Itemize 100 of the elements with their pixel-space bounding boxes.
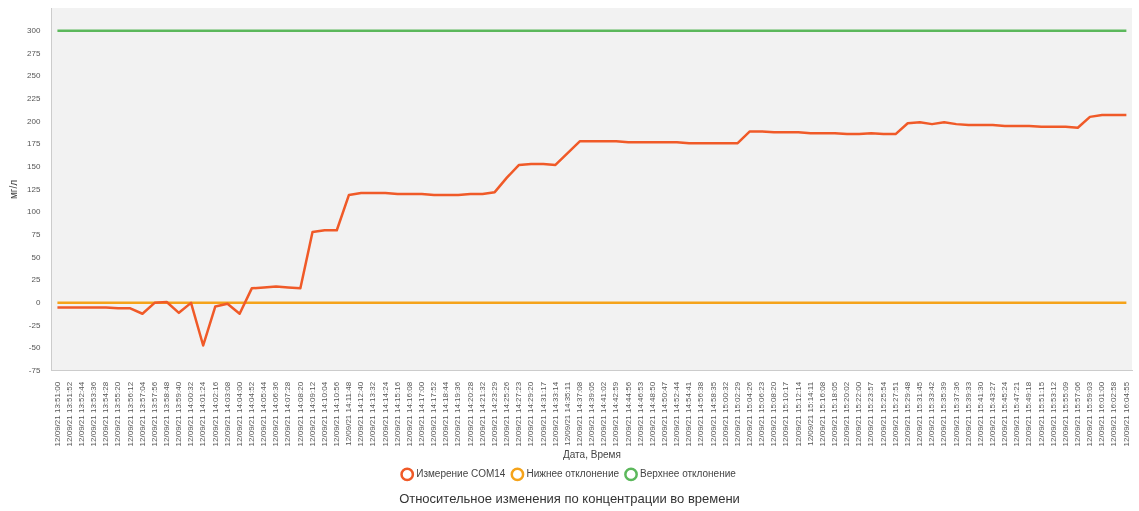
x-tick-label: 12/09/21 14:05:44 bbox=[259, 381, 269, 447]
y-tick-label: 275 bbox=[26, 48, 41, 58]
x-tick-label: 12/09/21 14:12:40 bbox=[356, 381, 366, 447]
legend-label: Верхнее отклонение bbox=[640, 468, 737, 480]
x-tick-label: 12/09/21 15:31:45 bbox=[915, 381, 925, 447]
x-tick-label: 12/09/21 14:52:44 bbox=[672, 381, 682, 447]
x-tick-label: 12/09/21 13:59:40 bbox=[174, 381, 184, 447]
x-tick-label: 12/09/21 14:14:24 bbox=[380, 381, 390, 447]
x-tick-label: 12/09/21 14:04:00 bbox=[234, 381, 244, 447]
x-tick-label: 12/09/21 14:03:08 bbox=[222, 381, 232, 447]
x-tick-label: 12/09/21 16:01:00 bbox=[1097, 381, 1107, 447]
y-tick-label: 225 bbox=[26, 93, 41, 103]
y-tick-label: 100 bbox=[26, 207, 41, 217]
x-tick-label: 12/09/21 13:56:12 bbox=[125, 381, 135, 447]
x-tick-label: 12/09/21 13:51:00 bbox=[52, 381, 62, 447]
y-tick-label: -75 bbox=[28, 366, 41, 376]
x-tick-label: 12/09/21 15:23:57 bbox=[866, 381, 876, 447]
x-tick-label: 12/09/21 15:49:18 bbox=[1024, 381, 1034, 447]
x-tick-label: 12/09/21 13:57:56 bbox=[149, 381, 159, 447]
x-tick-label: 12/09/21 15:43:27 bbox=[987, 381, 997, 447]
x-tick-label: 12/09/21 15:25:54 bbox=[878, 381, 888, 447]
x-tick-label: 12/09/21 15:59:03 bbox=[1085, 381, 1095, 447]
x-tick-label: 12/09/21 14:15:16 bbox=[392, 381, 402, 447]
x-tick-label: 12/09/21 14:41:02 bbox=[599, 381, 609, 447]
x-tick-label: 12/09/21 16:02:58 bbox=[1109, 381, 1119, 447]
x-tick-label: 12/09/21 15:27:51 bbox=[890, 381, 900, 447]
x-tick-label: 12/09/21 14:10:56 bbox=[332, 381, 342, 447]
x-tick-label: 12/09/21 14:11:48 bbox=[344, 381, 354, 446]
x-tick-label: 12/09/21 14:35:11 bbox=[562, 381, 572, 446]
x-tick-label: 12/09/21 15:39:33 bbox=[963, 381, 973, 447]
x-tick-label: 12/09/21 14:37:08 bbox=[574, 381, 584, 447]
y-tick-label: 25 bbox=[31, 275, 41, 285]
x-tick-label: 12/09/21 14:18:44 bbox=[441, 381, 451, 447]
x-tick-label: 12/09/21 14:09:12 bbox=[307, 381, 317, 447]
x-tick-label: 12/09/21 15:18:05 bbox=[830, 381, 840, 447]
x-tick-label: 12/09/21 14:16:08 bbox=[404, 381, 414, 447]
x-tick-label: 12/09/21 15:41:30 bbox=[975, 381, 985, 447]
x-tick-label: 12/09/21 15:45:24 bbox=[1000, 381, 1010, 447]
x-tick-label: 12/09/21 14:48:50 bbox=[647, 381, 657, 447]
x-tick-label: 12/09/21 14:25:26 bbox=[502, 381, 512, 447]
x-tick-label: 12/09/21 15:33:42 bbox=[927, 381, 937, 447]
y-tick-label: 75 bbox=[31, 230, 41, 240]
x-tick-label: 12/09/21 14:50:47 bbox=[659, 381, 669, 447]
x-tick-label: 12/09/21 14:13:32 bbox=[368, 381, 378, 447]
x-tick-label: 12/09/21 13:53:36 bbox=[89, 381, 99, 447]
x-tick-label: 12/09/21 13:51:52 bbox=[64, 381, 74, 447]
y-tick-label: 125 bbox=[26, 184, 41, 194]
x-tick-label: 12/09/21 14:29:20 bbox=[526, 381, 536, 447]
y-tick-label: 175 bbox=[26, 139, 41, 149]
y-tick-label: 50 bbox=[31, 252, 41, 262]
x-tick-label: 12/09/21 14:17:52 bbox=[429, 381, 439, 447]
x-tick-label: 12/09/21 15:22:00 bbox=[854, 381, 864, 447]
x-tick-label: 12/09/21 14:17:00 bbox=[417, 381, 427, 447]
x-tick-label: 12/09/21 15:12:14 bbox=[793, 381, 803, 447]
x-tick-label: 12/09/21 14:58:35 bbox=[708, 381, 718, 447]
x-tick-label: 12/09/21 14:20:28 bbox=[465, 381, 475, 447]
x-tick-label: 12/09/21 15:02:29 bbox=[732, 381, 742, 447]
x-tick-label: 12/09/21 14:21:32 bbox=[477, 381, 487, 447]
x-tick-label: 12/09/21 14:44:56 bbox=[623, 381, 633, 447]
y-tick-label: 250 bbox=[26, 71, 41, 81]
x-tick-label: 12/09/21 15:47:21 bbox=[1012, 381, 1022, 447]
x-tick-label: 12/09/21 15:04:26 bbox=[745, 381, 755, 447]
x-tick-label: 12/09/21 15:37:36 bbox=[951, 381, 961, 447]
y-tick-label: -25 bbox=[28, 320, 41, 330]
x-axis-title: Дата, Время bbox=[563, 449, 621, 461]
x-tick-label: 12/09/21 15:10:17 bbox=[781, 381, 791, 447]
x-tick-label: 12/09/21 13:57:04 bbox=[137, 381, 147, 447]
x-tick-label: 12/09/21 15:35:39 bbox=[939, 381, 949, 447]
x-tick-label: 12/09/21 14:01:24 bbox=[198, 381, 208, 447]
x-tick-label: 12/09/21 14:56:38 bbox=[696, 381, 706, 447]
x-tick-label: 12/09/21 14:46:53 bbox=[635, 381, 645, 447]
legend-label: Нижнее отклонение bbox=[526, 468, 620, 480]
x-tick-label: 12/09/21 13:54:28 bbox=[101, 381, 111, 447]
x-tick-label: 12/09/21 14:19:36 bbox=[453, 381, 463, 447]
y-tick-label: 150 bbox=[26, 161, 41, 171]
x-tick-label: 12/09/21 14:39:05 bbox=[587, 381, 597, 447]
x-tick-label: 12/09/21 15:53:12 bbox=[1048, 381, 1058, 447]
x-tick-label: 12/09/21 13:55:20 bbox=[113, 381, 123, 447]
x-tick-label: 12/09/21 15:16:08 bbox=[817, 381, 827, 447]
y-axis-title: мг/л bbox=[7, 179, 19, 200]
y-tick-label: -50 bbox=[28, 343, 41, 353]
x-tick-label: 12/09/21 15:29:48 bbox=[902, 381, 912, 447]
y-tick-label: 0 bbox=[35, 298, 41, 308]
x-tick-label: 12/09/21 15:20:02 bbox=[842, 381, 852, 447]
x-tick-label: 12/09/21 14:27:23 bbox=[514, 381, 524, 447]
x-tick-label: 12/09/21 15:08:20 bbox=[769, 381, 779, 447]
x-tick-label: 12/09/21 14:42:59 bbox=[611, 381, 621, 447]
x-tick-label: 12/09/21 14:00:32 bbox=[186, 381, 196, 447]
x-tick-label: 12/09/21 14:31:17 bbox=[538, 381, 548, 447]
x-tick-label: 12/09/21 14:07:28 bbox=[283, 381, 293, 447]
x-tick-label: 12/09/21 16:04:55 bbox=[1121, 381, 1131, 447]
x-tick-label: 12/09/21 15:14:11 bbox=[805, 381, 815, 446]
legend-label: Измерение COM14 bbox=[416, 468, 506, 480]
x-tick-label: 12/09/21 14:08:20 bbox=[295, 381, 305, 447]
x-tick-label: 12/09/21 15:55:09 bbox=[1060, 381, 1070, 447]
y-tick-label: 300 bbox=[26, 25, 41, 35]
x-tick-label: 12/09/21 14:33:14 bbox=[550, 381, 560, 447]
x-tick-label: 12/09/21 14:23:29 bbox=[489, 381, 499, 447]
text: Относительное изменения по концентрации во времени bbox=[399, 490, 740, 506]
x-tick-label: 12/09/21 14:54:41 bbox=[684, 381, 694, 447]
